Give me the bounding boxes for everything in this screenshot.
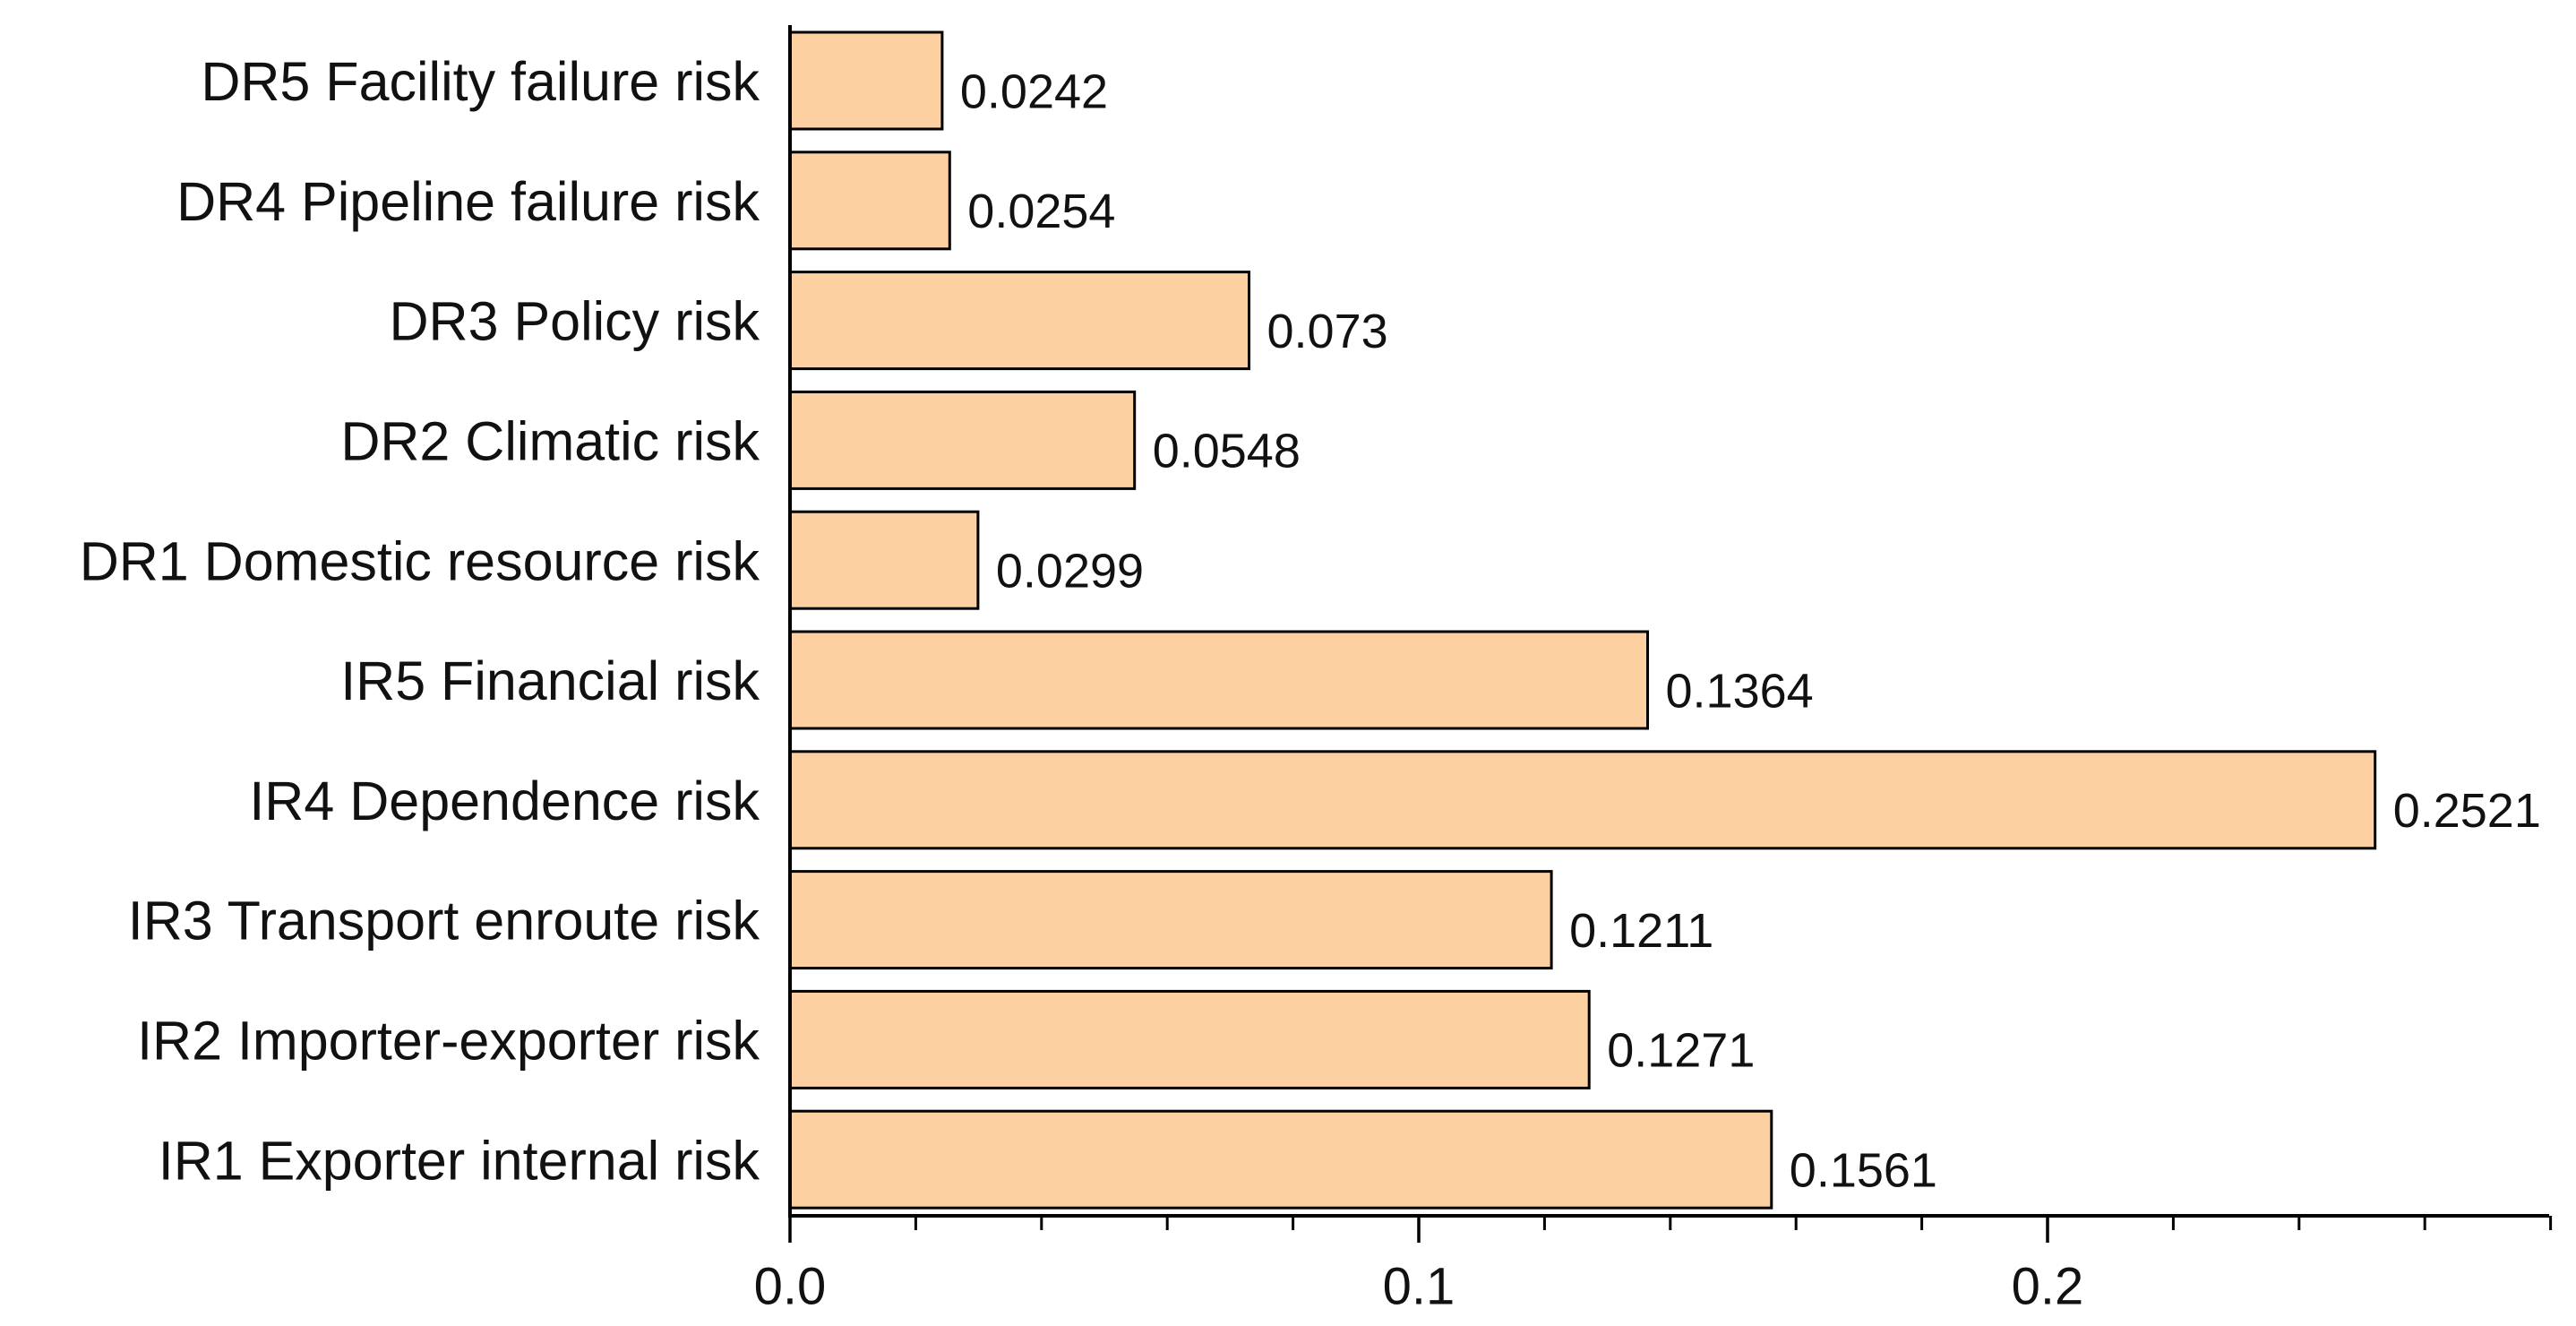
bar — [788, 271, 1250, 371]
bar — [788, 630, 1649, 730]
category-label: DR4 Pipeline failure risk — [176, 171, 760, 232]
bar — [788, 390, 1137, 490]
category-label: DR5 Facility failure risk — [201, 51, 760, 112]
x-tick-label: 0.0 — [754, 1257, 827, 1315]
category-label: DR2 Climatic risk — [340, 411, 760, 472]
value-label: 0.1364 — [1666, 664, 1814, 718]
category-label: IR4 Dependence risk — [249, 771, 760, 831]
value-label: 0.2521 — [2393, 784, 2541, 838]
value-label: 0.1211 — [1569, 904, 1713, 958]
bar — [788, 1109, 1773, 1210]
value-label: 0.0242 — [960, 65, 1108, 118]
value-label: 0.1271 — [1607, 1024, 1755, 1078]
category-label: IR2 Importer-exporter risk — [137, 1011, 760, 1072]
bar — [788, 30, 944, 131]
category-label: DR1 Domestic resource risk — [80, 530, 760, 591]
category-label: DR3 Policy risk — [389, 291, 760, 352]
value-label: 0.0254 — [967, 185, 1115, 238]
category-label: IR5 Financial risk — [340, 650, 760, 711]
bars-layer — [788, 30, 2377, 1210]
x-tick-label: 0.1 — [1383, 1257, 1455, 1315]
bar — [788, 989, 1591, 1089]
category-label: IR3 Transport enroute risk — [128, 891, 760, 951]
bar — [788, 870, 1553, 970]
category-label: IR1 Exporter internal risk — [159, 1130, 760, 1191]
value-label: 0.0299 — [996, 544, 1144, 598]
bar — [788, 510, 980, 610]
x-tick-label: 0.2 — [2012, 1257, 2084, 1315]
value-label: 0.1561 — [1790, 1143, 1937, 1197]
labels-layer: DR5 Facility failure risk 0.0242 DR4 Pipel… — [80, 51, 2541, 1197]
axis-layer: 0.0 0.1 0.2 — [754, 25, 2553, 1315]
bar — [788, 151, 951, 251]
bar — [788, 750, 2377, 850]
value-label: 0.0548 — [1153, 425, 1301, 478]
value-label: 0.073 — [1267, 305, 1388, 358]
